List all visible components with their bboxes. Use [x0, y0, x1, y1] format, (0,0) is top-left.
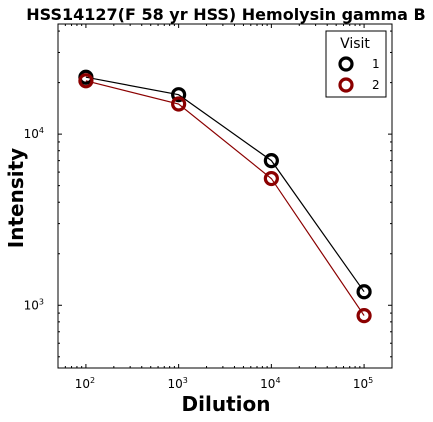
legend-label-1: 1	[372, 57, 380, 71]
series-2-point	[356, 308, 372, 324]
x-tick-label: 103	[167, 376, 187, 391]
legend-marker-2	[338, 77, 354, 93]
series-2-point	[171, 96, 187, 112]
x-tick-labels: 102 103 104 105	[75, 376, 374, 391]
x-axis-label: Dilution	[182, 392, 271, 416]
y-tick-label: 104	[24, 126, 44, 141]
legend: Visit 12	[325, 30, 387, 98]
series-points	[78, 69, 372, 324]
x-tick-label: 105	[353, 376, 373, 391]
series-1-line	[85, 76, 365, 293]
y-tick-label: 103	[24, 297, 44, 312]
chart-title: HSS14127(F 58 yr HSS) Hemolysin gamma B	[26, 5, 425, 24]
x-tick-label: 104	[260, 376, 280, 391]
series-1-point	[171, 87, 187, 103]
legend-entries: 12	[338, 56, 380, 93]
legend-label-2: 2	[372, 78, 380, 92]
series-lines	[85, 76, 365, 316]
series-2-point	[263, 170, 279, 187]
legend-box	[325, 30, 387, 98]
series-2-point	[78, 73, 94, 89]
y-axis-label: Intensity	[4, 148, 28, 248]
y-tick-labels: 103 104	[24, 126, 44, 312]
series-2-line	[85, 80, 365, 316]
x-tick-label: 102	[75, 376, 95, 391]
plot-frame	[57, 23, 393, 369]
legend-title: Visit	[340, 36, 370, 52]
major-ticks	[58, 24, 392, 368]
legend-marker-1	[338, 56, 354, 72]
series-1-point	[356, 284, 372, 300]
series-1-point	[263, 153, 279, 169]
